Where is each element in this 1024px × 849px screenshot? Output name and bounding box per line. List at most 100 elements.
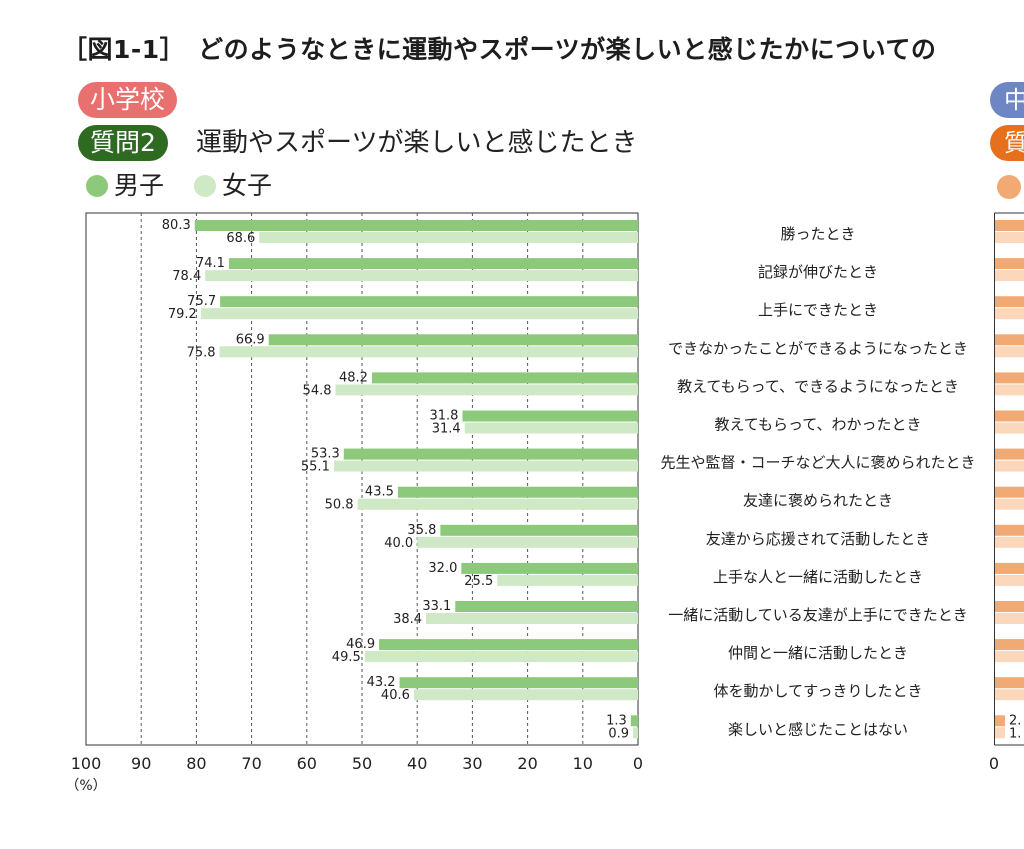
right-bar-girls [995, 270, 1024, 282]
right-bar-girls [995, 651, 1024, 663]
category-label: 教えてもらって、わかったとき [714, 416, 921, 434]
data-label-girls: 0.9 [608, 726, 629, 741]
bar-girls [205, 270, 638, 282]
data-label-girls: 79.2 [168, 307, 197, 322]
bar-boys [371, 372, 638, 384]
bar-girls [413, 689, 638, 701]
category-label: 楽しいと感じたことはない [728, 720, 908, 738]
right-bar-boys [995, 220, 1024, 231]
question-text: 運動やスポーツが楽しいと感じたとき [196, 128, 638, 158]
bar-boys [379, 639, 638, 651]
data-label-boys: 43.5 [365, 485, 394, 500]
right-bar-girls [995, 613, 1024, 624]
right-bar-girls [995, 346, 1024, 358]
x-tick-label: 90 [131, 754, 151, 773]
right-bar-boys [995, 258, 1024, 270]
right-bar-boys [995, 677, 1024, 689]
bar-girls [426, 613, 638, 624]
bar-boys [343, 448, 638, 460]
data-label-girls: 78.4 [172, 269, 201, 284]
bar-girls [335, 384, 638, 396]
data-label-girls: 40.6 [381, 688, 410, 703]
data-label-boys: 74.1 [196, 256, 225, 271]
right-bar-girls [995, 536, 1024, 548]
data-label-boys: 75.7 [187, 294, 216, 309]
right-bar-boys [995, 562, 1024, 574]
x-tick-label: 80 [186, 754, 206, 773]
right-bar-boys [995, 715, 1005, 727]
right-data-label-girls: 1. [1009, 726, 1021, 741]
category-label: 上手な人と一緒に活動したとき [713, 568, 923, 586]
x-tick-label: 20 [517, 754, 537, 773]
legend-girls-label: 女子 [222, 171, 273, 200]
legend-girls-swatch [194, 175, 217, 197]
x-tick-label: 10 [573, 754, 593, 773]
right-legend-swatch [997, 175, 1021, 199]
right-bar-girls [995, 498, 1024, 510]
bar-boys [228, 258, 638, 270]
bar-boys [461, 562, 638, 574]
bar-girls [497, 574, 638, 586]
right-x-tick-label: 0 [989, 754, 999, 773]
bar-girls [357, 498, 638, 510]
legend-boys-label: 男子 [114, 171, 165, 200]
right-question-tag: 質 [990, 125, 1024, 161]
x-tick-label: 40 [407, 754, 427, 773]
data-label-boys: 53.3 [311, 447, 340, 462]
category-label: できなかったことができるようになったとき [668, 339, 968, 357]
right-bar-boys [995, 372, 1024, 384]
x-tick-label: 60 [297, 754, 317, 773]
data-label-boys: 1.3 [606, 713, 627, 728]
bar-boys [630, 715, 638, 727]
category-label: 友達から応援されて活動したとき [706, 530, 931, 548]
bar-girls [219, 346, 639, 358]
legend-boys-swatch [86, 175, 108, 197]
data-label-girls: 40.0 [384, 536, 413, 551]
bar-boys [440, 524, 638, 536]
bar-boys [220, 296, 639, 308]
data-label-girls: 55.1 [301, 460, 330, 475]
bar-boys [455, 601, 638, 612]
legend: 男子 女子 [86, 170, 272, 202]
data-label-boys: 43.2 [367, 675, 396, 690]
right-bar-boys [995, 334, 1024, 346]
right-data-label-boys: 2. [1009, 713, 1021, 728]
right-bar-girls [995, 422, 1024, 434]
data-label-boys: 46.9 [346, 637, 375, 652]
right-bar-girls [995, 384, 1024, 396]
right-bar-girls [995, 308, 1024, 320]
data-label-boys: 80.3 [162, 218, 191, 233]
bar-girls [417, 536, 638, 548]
x-tick-label: 0 [633, 754, 643, 773]
bar-boys [399, 677, 638, 689]
category-label: 上手にできたとき [758, 301, 878, 319]
category-label: 勝ったとき [780, 225, 855, 243]
right-bar-girls [995, 232, 1024, 243]
right-bar-girls [995, 574, 1024, 586]
data-label-girls: 38.4 [393, 612, 422, 627]
category-label: 教えてもらって、できるようになったとき [677, 377, 959, 395]
category-label: 友達に褒められたとき [743, 492, 893, 510]
right-bar-boys [995, 410, 1024, 422]
right-bar-boys [995, 486, 1024, 498]
data-label-girls: 31.4 [432, 422, 461, 437]
data-label-girls: 54.8 [303, 383, 332, 398]
bar-girls [464, 422, 638, 434]
chart-title: ［図1-1］ どのようなときに運動やスポーツが楽しいと感じたかについての [62, 35, 937, 64]
right-bar-boys [995, 296, 1024, 308]
bar-boys [462, 410, 638, 422]
data-label-boys: 48.2 [339, 370, 368, 385]
x-tick-label: 50 [352, 754, 372, 773]
question-tag: 質問2 [78, 125, 168, 161]
data-label-boys: 33.1 [422, 599, 451, 614]
category-label: 記録が伸びたとき [758, 263, 878, 281]
data-label-girls: 49.5 [332, 650, 361, 665]
bar-boys [397, 486, 638, 498]
data-label-boys: 32.0 [428, 561, 457, 576]
right-bar-girls [995, 460, 1024, 472]
bar-boys [194, 220, 638, 231]
data-label-girls: 25.5 [464, 574, 493, 589]
data-label-girls: 68.6 [226, 231, 255, 246]
data-label-girls: 75.8 [187, 345, 216, 360]
